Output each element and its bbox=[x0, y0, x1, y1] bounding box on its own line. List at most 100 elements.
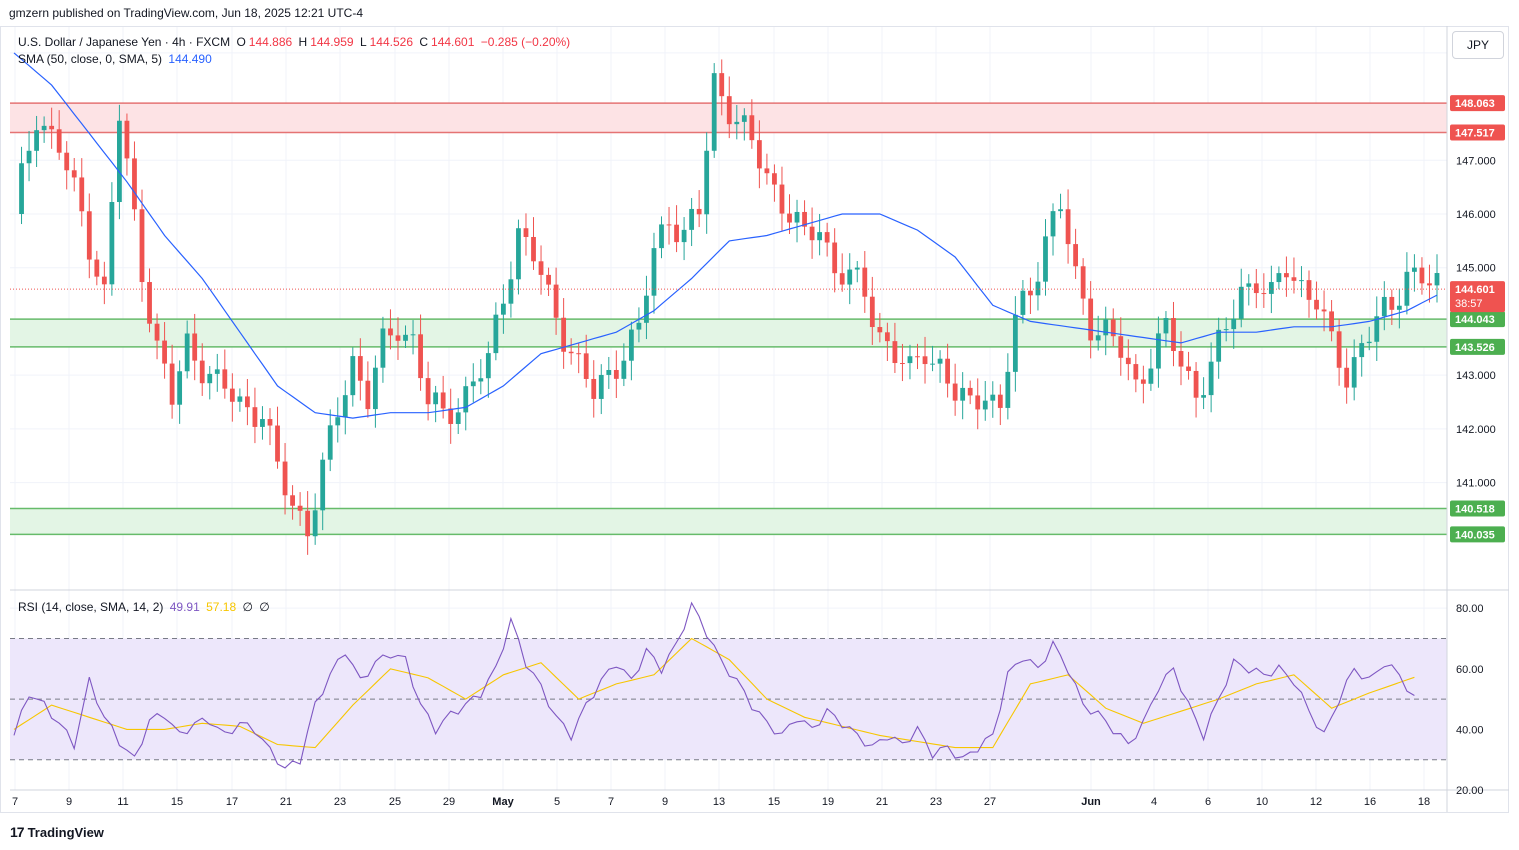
time-tick-label: 15 bbox=[768, 796, 780, 808]
resistance-price-label-bg bbox=[1450, 124, 1505, 141]
candle-body bbox=[229, 388, 235, 402]
time-tick-label: 6 bbox=[1205, 796, 1211, 808]
candle-body bbox=[335, 417, 341, 426]
support-zone bbox=[10, 319, 1447, 347]
candle-body bbox=[1404, 271, 1410, 306]
candle-body bbox=[862, 267, 868, 297]
candle-body bbox=[1133, 364, 1139, 380]
candle-body bbox=[1351, 357, 1357, 388]
candle-body bbox=[124, 120, 130, 159]
candle-body bbox=[1366, 341, 1372, 344]
candle-body bbox=[1012, 314, 1018, 372]
time-tick-label: 5 bbox=[554, 796, 560, 808]
candle-body bbox=[1110, 319, 1116, 337]
resistance-price-label: 147.517 bbox=[1455, 128, 1495, 140]
candle-body bbox=[568, 351, 574, 354]
candle-body bbox=[214, 369, 220, 374]
change-value: −0.285 (−0.20%) bbox=[480, 35, 571, 49]
candle-body bbox=[64, 152, 70, 171]
rsi-label: RSI (14, close, SMA, 14, 2) bbox=[18, 600, 164, 614]
candle-body bbox=[1186, 366, 1191, 371]
tradingview-logo-icon: 17 bbox=[10, 824, 25, 840]
candle-body bbox=[1118, 336, 1124, 358]
candle-body bbox=[410, 334, 416, 336]
candle-body bbox=[531, 236, 536, 262]
candle-body bbox=[493, 314, 499, 354]
close-value: 144.601 bbox=[431, 35, 475, 49]
candle-body bbox=[644, 295, 649, 323]
candle-body bbox=[1223, 329, 1229, 331]
candle-body bbox=[365, 380, 371, 410]
currency-button[interactable]: JPY bbox=[1452, 31, 1504, 59]
high-label: H bbox=[298, 35, 308, 49]
time-tick-label: 15 bbox=[171, 796, 183, 808]
candle-body bbox=[109, 202, 115, 285]
candle-body bbox=[1412, 267, 1417, 272]
candle-body bbox=[282, 461, 288, 496]
rsi-extra-2: ∅ bbox=[259, 600, 270, 614]
candle-body bbox=[516, 228, 521, 280]
tradingview-brand: 17 TradingView bbox=[10, 824, 104, 840]
candle-body bbox=[418, 334, 423, 379]
candle-body bbox=[1088, 298, 1094, 341]
candle-body bbox=[583, 353, 589, 379]
rsi-band bbox=[10, 638, 1447, 760]
candle-body bbox=[1389, 296, 1395, 310]
candle-body bbox=[1080, 266, 1086, 299]
time-tick-label: 9 bbox=[662, 796, 668, 808]
candle-body bbox=[802, 211, 807, 227]
candle-body bbox=[425, 378, 431, 405]
candle-body bbox=[636, 322, 642, 330]
candle-body bbox=[147, 282, 152, 324]
candle-body bbox=[1208, 361, 1214, 396]
candle-body bbox=[1005, 371, 1011, 408]
price-labels: 148.063 147.517 144.043 143.526 140.518 140.0… bbox=[1450, 95, 1505, 543]
time-tick-label: Jun bbox=[1081, 796, 1101, 808]
candle-body bbox=[297, 505, 303, 511]
support-price-label: 140.035 bbox=[1455, 529, 1495, 541]
support-price-label-bg bbox=[1450, 338, 1505, 355]
candle-body bbox=[1291, 277, 1297, 281]
candle-body bbox=[49, 125, 55, 130]
symbol-name: U.S. Dollar / Japanese Yen · 4h · FXCM bbox=[18, 35, 231, 49]
candle-body bbox=[681, 229, 687, 243]
candle-body bbox=[1419, 267, 1425, 284]
candle-body bbox=[478, 378, 484, 382]
candle-body bbox=[900, 363, 905, 365]
candle-body bbox=[538, 261, 544, 275]
candle-body bbox=[19, 163, 24, 214]
chart-frame bbox=[0, 26, 1509, 813]
time-tick-label: 12 bbox=[1310, 796, 1322, 808]
candle-body bbox=[71, 170, 77, 178]
sma-label: SMA (50, close, 0, SMA, 5) bbox=[18, 52, 163, 66]
candle-body bbox=[869, 296, 875, 328]
candle-body bbox=[591, 378, 597, 399]
candle-body bbox=[772, 173, 777, 185]
high-value: 144.959 bbox=[310, 35, 354, 49]
candle-body bbox=[809, 226, 815, 241]
candle-body bbox=[704, 150, 710, 215]
candle-body bbox=[463, 386, 469, 413]
time-tick-label: 7 bbox=[608, 796, 614, 808]
candle-body bbox=[1276, 273, 1282, 283]
resistance-price-label: 148.063 bbox=[1455, 98, 1495, 110]
price-zones bbox=[10, 102, 1447, 536]
price-tick-label: 141.000 bbox=[1456, 478, 1496, 490]
close-label: C bbox=[419, 35, 429, 49]
candle-body bbox=[1043, 236, 1048, 282]
time-tick-label: 16 bbox=[1364, 796, 1376, 808]
time-tick-label: 17 bbox=[226, 796, 238, 808]
countdown-label: 38:57 bbox=[1455, 298, 1483, 310]
candle-body bbox=[523, 228, 529, 237]
candle-body bbox=[403, 334, 408, 341]
candle-body bbox=[395, 335, 401, 341]
candle-body bbox=[1359, 343, 1365, 358]
candle-body bbox=[1028, 290, 1033, 296]
time-tick-label: 23 bbox=[930, 796, 942, 808]
candle-body bbox=[1261, 293, 1267, 295]
time-tick-label: 4 bbox=[1151, 796, 1157, 808]
candle-body bbox=[1125, 357, 1131, 365]
candle-body bbox=[651, 248, 657, 296]
candle-body bbox=[41, 125, 47, 131]
